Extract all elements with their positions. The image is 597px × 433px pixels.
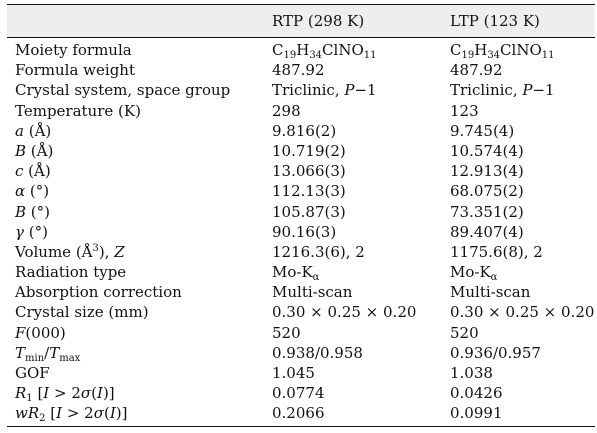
rtp-value-cell: 13.066(3) — [272, 162, 346, 181]
ltp-value-cell: 1.038 — [450, 364, 493, 382]
ltp-value-cell: 73.351(2) — [450, 202, 524, 221]
table-row: Crystal system, space group Triclinic, P−… — [0, 80, 597, 100]
table-row: Formula weight 487.92 487.92 — [0, 60, 597, 80]
parameter-cell: Crystal size (mm) — [15, 303, 149, 322]
parameter-cell: Formula weight — [15, 61, 135, 80]
rtp-value-cell: 487.92 — [272, 61, 325, 80]
parameter-cell: Volume (Å3), Z — [15, 242, 125, 261]
table-bottom-rule — [7, 426, 595, 427]
ltp-value-cell: 12.913(4) — [450, 162, 524, 181]
table-body: Moiety formula C19H34ClNO11 C19H34ClNO11 Fo… — [0, 40, 597, 424]
rtp-value-cell: 9.816(2) — [272, 121, 337, 140]
parameter-cell: B (°) — [15, 202, 51, 221]
ltp-value-cell: Multi-scan — [450, 283, 531, 302]
parameter-cell: Moiety formula — [15, 41, 132, 59]
rtp-value-cell: 0.30 × 0.25 × 0.20 — [272, 303, 417, 322]
parameter-cell: B (Å) — [15, 141, 54, 160]
rtp-value-cell: 90.16(3) — [272, 222, 337, 241]
rtp-value-cell: 105.87(3) — [272, 202, 346, 221]
rtp-value-cell: Multi-scan — [272, 283, 353, 302]
table-row: GOF 1.045 1.038 — [0, 363, 597, 383]
column-header-rtp: RTP (298 K) — [272, 12, 365, 30]
rtp-value-cell: 0.0774 — [272, 384, 325, 403]
ltp-value-cell: 0.936/0.957 — [450, 343, 541, 362]
parameter-cell: c (Å) — [15, 162, 51, 181]
parameter-cell: Temperature (K) — [15, 101, 141, 120]
table-row: F(000) 520 520 — [0, 323, 597, 343]
rtp-value-cell: 0.2066 — [272, 404, 325, 423]
ltp-value-cell: 520 — [450, 323, 479, 342]
rtp-value-cell: 520 — [272, 323, 301, 342]
table-row: c (Å) 13.066(3) 12.913(4) — [0, 161, 597, 181]
parameter-cell: wR2 [I > 2σ(I)] — [15, 404, 128, 425]
ltp-value-cell: 1175.6(8), 2 — [450, 242, 543, 261]
ltp-value-cell: 9.745(4) — [450, 121, 515, 140]
table-row: Crystal size (mm) 0.30 × 0.25 × 0.20 0.30 … — [0, 302, 597, 322]
table-row: Tmin/Tmax 0.938/0.958 0.936/0.957 — [0, 343, 597, 364]
table-row: R1 [I > 2σ(I)] 0.0774 0.0426 — [0, 383, 597, 405]
parameter-cell: Crystal system, space group — [15, 81, 231, 100]
table-row: Temperature (K) 298 123 — [0, 101, 597, 121]
parameter-cell: α (°) — [15, 182, 50, 201]
table-row: γ (°) 90.16(3) 89.407(4) — [0, 222, 597, 242]
table-row: Absorption correction Multi-scan Multi-sca… — [0, 282, 597, 302]
ltp-value-cell: Mo-Kα — [450, 263, 498, 284]
parameter-cell: Tmin/Tmax — [15, 343, 81, 364]
parameter-cell: Absorption correction — [15, 283, 182, 302]
parameter-cell: R1 [I > 2σ(I)] — [15, 384, 115, 405]
parameter-cell: Radiation type — [15, 263, 127, 282]
table-header-band — [7, 5, 595, 37]
ltp-value-cell: 0.30 × 0.25 × 0.20 — [450, 303, 595, 322]
table-row: wR2 [I > 2σ(I)] 0.2066 0.0991 — [0, 403, 597, 425]
rtp-value-cell: 10.719(2) — [272, 141, 346, 160]
table-top-rule — [7, 4, 595, 5]
ltp-value-cell: C19H34ClNO11 — [450, 41, 555, 61]
ltp-value-cell: 89.407(4) — [450, 222, 524, 241]
rtp-value-cell: Mo-Kα — [272, 263, 320, 284]
table-row: a (Å) 9.816(2) 9.745(4) — [0, 121, 597, 141]
table-row: Moiety formula C19H34ClNO11 C19H34ClNO11 — [0, 40, 597, 61]
parameter-cell: GOF — [15, 364, 50, 382]
ltp-value-cell: 487.92 — [450, 61, 503, 80]
column-header-ltp: LTP (123 K) — [450, 12, 540, 30]
table-header-rule — [7, 37, 595, 38]
rtp-value-cell: 298 — [272, 101, 301, 120]
table-row: Volume (Å3), Z 1216.3(6), 2 1175.6(8), 2 — [0, 242, 597, 262]
parameter-cell: a (Å) — [15, 121, 52, 140]
table-row: B (°) 105.87(3) 73.351(2) — [0, 202, 597, 222]
parameter-cell: F(000) — [15, 323, 66, 342]
rtp-value-cell: 1216.3(6), 2 — [272, 242, 365, 261]
parameter-cell: γ (°) — [15, 222, 48, 241]
rtp-value-cell: 1.045 — [272, 364, 315, 382]
rtp-value-cell: 0.938/0.958 — [272, 343, 363, 362]
ltp-value-cell: 0.0426 — [450, 384, 503, 403]
ltp-value-cell: 68.075(2) — [450, 182, 524, 201]
ltp-value-cell: 123 — [450, 101, 479, 120]
table-row: B (Å) 10.719(2) 10.574(4) — [0, 141, 597, 161]
rtp-value-cell: Triclinic, P−1 — [272, 81, 377, 100]
ltp-value-cell: 0.0991 — [450, 404, 503, 423]
table-row: Radiation type Mo-Kα Mo-Kα — [0, 262, 597, 284]
rtp-value-cell: 112.13(3) — [272, 182, 346, 201]
rtp-value-cell: C19H34ClNO11 — [272, 41, 377, 61]
ltp-value-cell: Triclinic, P−1 — [450, 81, 555, 100]
ltp-value-cell: 10.574(4) — [450, 141, 524, 160]
table-row: α (°) 112.13(3) 68.075(2) — [0, 181, 597, 201]
